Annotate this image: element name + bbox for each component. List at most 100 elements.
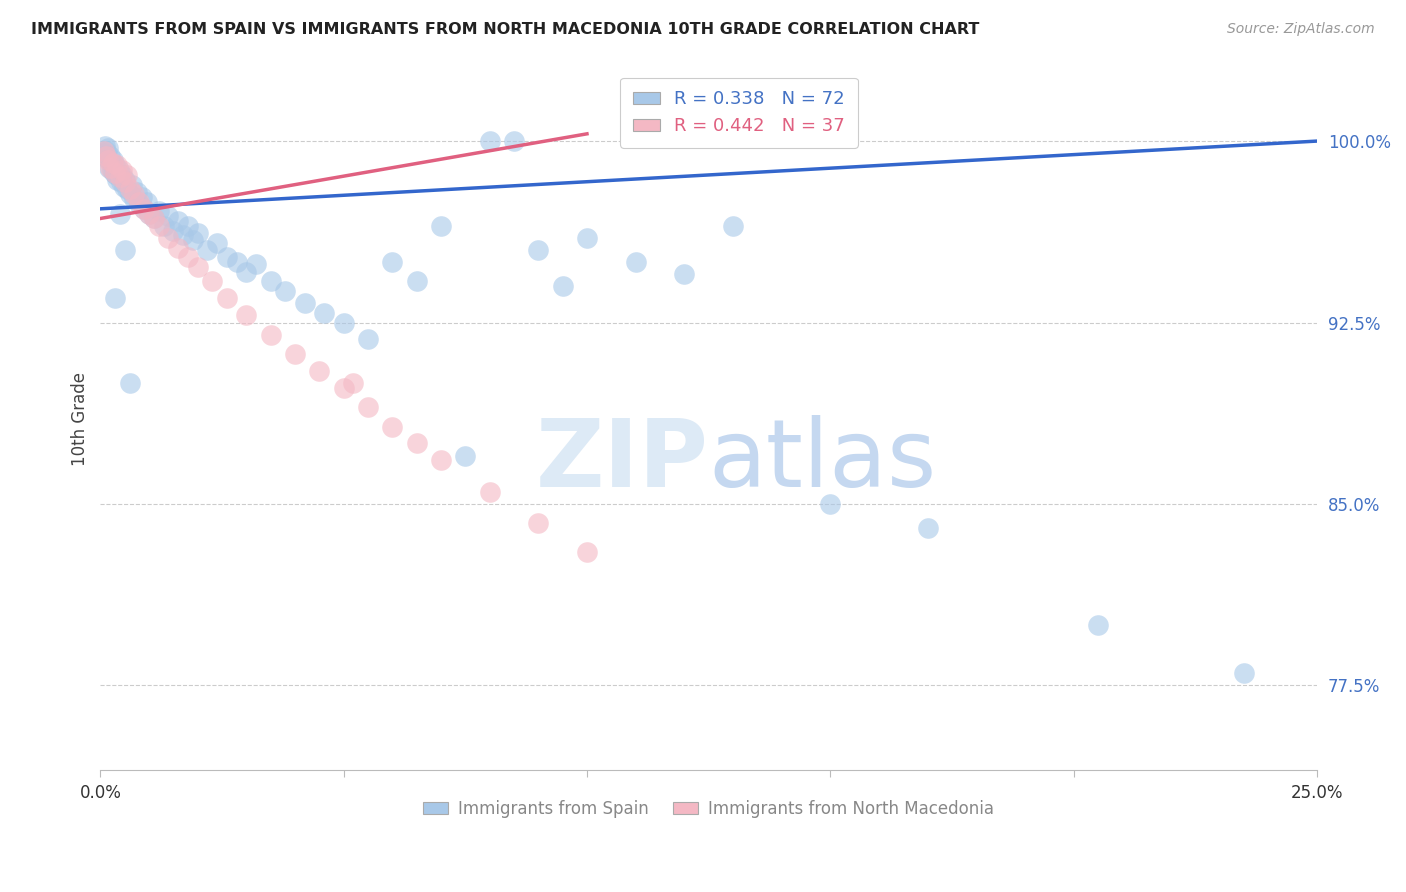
Point	[98, 161, 121, 175]
Point	[103, 165, 125, 179]
Point	[98, 148, 121, 162]
Point	[124, 187, 146, 202]
Point	[93, 146, 115, 161]
Legend: Immigrants from Spain, Immigrants from North Macedonia: Immigrants from Spain, Immigrants from N…	[416, 794, 1001, 825]
Point	[138, 207, 160, 221]
Point	[157, 209, 180, 223]
Point	[97, 153, 120, 168]
Point	[108, 170, 131, 185]
Point	[134, 202, 156, 216]
Point	[93, 144, 115, 158]
Point	[118, 187, 141, 202]
Point	[114, 175, 136, 189]
Point	[260, 274, 283, 288]
Point	[108, 170, 131, 185]
Point	[111, 163, 134, 178]
Point	[357, 400, 380, 414]
Point	[167, 240, 190, 254]
Point	[162, 224, 184, 238]
Point	[430, 453, 453, 467]
Point	[527, 516, 550, 531]
Point	[105, 173, 128, 187]
Point	[405, 436, 427, 450]
Point	[215, 250, 238, 264]
Point	[134, 202, 156, 216]
Point	[357, 333, 380, 347]
Point	[111, 168, 134, 182]
Point	[135, 194, 157, 209]
Point	[97, 141, 120, 155]
Point	[108, 163, 131, 178]
Point	[142, 211, 165, 226]
Point	[157, 231, 180, 245]
Point	[235, 265, 257, 279]
Point	[381, 255, 404, 269]
Point	[551, 279, 574, 293]
Point	[478, 134, 501, 148]
Text: IMMIGRANTS FROM SPAIN VS IMMIGRANTS FROM NORTH MACEDONIA 10TH GRADE CORRELATION : IMMIGRANTS FROM SPAIN VS IMMIGRANTS FROM…	[31, 22, 980, 37]
Point	[128, 197, 150, 211]
Point	[381, 419, 404, 434]
Point	[478, 484, 501, 499]
Point	[527, 243, 550, 257]
Point	[503, 134, 526, 148]
Point	[187, 226, 209, 240]
Text: atlas: atlas	[709, 416, 936, 508]
Point	[142, 211, 165, 226]
Point	[187, 260, 209, 274]
Point	[624, 255, 647, 269]
Point	[105, 158, 128, 172]
Point	[167, 214, 190, 228]
Point	[98, 161, 121, 175]
Point	[820, 497, 842, 511]
Point	[148, 219, 170, 233]
Point	[152, 219, 174, 233]
Point	[274, 284, 297, 298]
Point	[181, 233, 204, 247]
Point	[115, 168, 138, 182]
Point	[96, 144, 118, 158]
Point	[308, 364, 330, 378]
Point	[101, 163, 124, 178]
Y-axis label: 10th Grade: 10th Grade	[72, 372, 89, 467]
Point	[332, 381, 354, 395]
Point	[917, 521, 939, 535]
Point	[108, 207, 131, 221]
Point	[205, 235, 228, 250]
Point	[101, 156, 124, 170]
Point	[235, 308, 257, 322]
Point	[104, 291, 127, 305]
Point	[284, 347, 307, 361]
Point	[215, 291, 238, 305]
Point	[128, 194, 150, 209]
Point	[1233, 666, 1256, 681]
Point	[121, 178, 143, 192]
Point	[1087, 618, 1109, 632]
Text: ZIP: ZIP	[536, 416, 709, 508]
Point	[342, 376, 364, 390]
Point	[575, 545, 598, 559]
Point	[575, 231, 598, 245]
Point	[177, 219, 200, 233]
Point	[172, 228, 194, 243]
Point	[104, 158, 127, 172]
Point	[673, 267, 696, 281]
Point	[430, 219, 453, 233]
Point	[124, 192, 146, 206]
Point	[245, 257, 267, 271]
Point	[112, 180, 135, 194]
Point	[138, 207, 160, 221]
Point	[177, 250, 200, 264]
Point	[260, 327, 283, 342]
Point	[201, 274, 224, 288]
Point	[104, 165, 127, 179]
Point	[101, 153, 124, 168]
Point	[721, 219, 744, 233]
Point	[114, 243, 136, 257]
Point	[118, 376, 141, 390]
Point	[197, 243, 219, 257]
Point	[148, 204, 170, 219]
Point	[96, 148, 118, 162]
Point	[314, 306, 336, 320]
Point	[332, 316, 354, 330]
